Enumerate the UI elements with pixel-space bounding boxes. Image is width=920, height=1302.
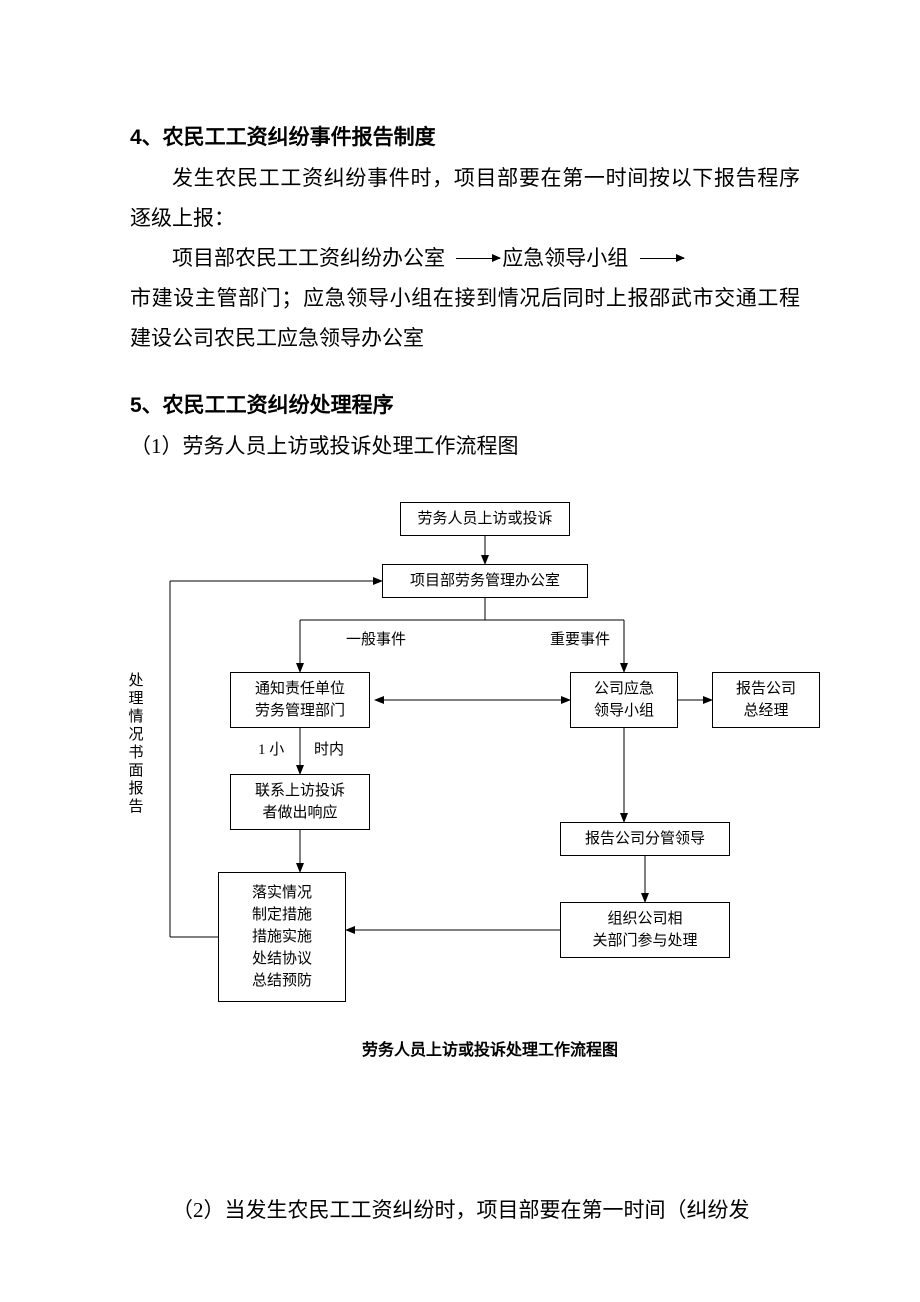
flow-node-notify-dept: 通知责任单位 劳务管理部门 xyxy=(230,672,370,728)
flow-node-organize: 组织公司相 关部门参与处理 xyxy=(560,902,730,958)
flowchart-container: 劳务人员上访或投诉 项目部劳务管理办公室 通知责任单位 劳务管理部门 公司应急 … xyxy=(150,502,830,1062)
flow-node-start: 劳务人员上访或投诉 xyxy=(400,502,570,536)
arrow-right-icon xyxy=(640,258,684,259)
section-4-para-2: 市建设主管部门；应急领导小组在接到情况后同时上报邵武市交通工程建设公司农民工应急… xyxy=(130,278,800,358)
spacer xyxy=(130,358,800,386)
edge-label-important: 重要事件 xyxy=(550,630,610,650)
flow-text-b: 应急领导小组 xyxy=(502,246,628,270)
section-5-heading: 5、农民工工资纠纷处理程序 xyxy=(130,386,800,426)
node-text: 组织公司相 关部门参与处理 xyxy=(592,908,697,952)
node-text: 报告公司分管领导 xyxy=(585,828,705,850)
node-text: 报告公司 总经理 xyxy=(736,678,796,722)
edge-label-general: 一般事件 xyxy=(346,630,406,650)
flow-node-report-gm: 报告公司 总经理 xyxy=(712,672,820,728)
node-text: 劳务人员上访或投诉 xyxy=(417,508,552,530)
flow-node-contact-respond: 联系上访投诉 者做出响应 xyxy=(230,774,370,830)
section-4-heading: 4、农民工工资纠纷事件报告制度 xyxy=(130,118,800,158)
flow-node-office: 项目部劳务管理办公室 xyxy=(382,564,588,598)
edge-label-hour-a: 1 小 xyxy=(258,740,284,760)
section-5-sub-1: （1）劳务人员上访或投诉处理工作流程图 xyxy=(130,426,800,466)
node-text: 项目部劳务管理办公室 xyxy=(410,570,560,592)
section-4-flow-line: 项目部农民工工资纠纷办公室 应急领导小组 xyxy=(130,238,800,278)
arrow-right-icon xyxy=(456,258,500,259)
node-text: 公司应急 领导小组 xyxy=(594,678,654,722)
node-text: 落实情况 制定措施 措施实施 处结协议 总结预防 xyxy=(252,882,312,992)
flow-node-emergency-group: 公司应急 领导小组 xyxy=(570,672,678,728)
node-text: 通知责任单位 劳务管理部门 xyxy=(255,678,345,722)
flow-node-measures: 落实情况 制定措施 措施实施 处结协议 总结预防 xyxy=(218,872,346,1002)
side-vertical-label: 处理情况书面报告 xyxy=(128,672,144,816)
document-page: 4、农民工工资纠纷事件报告制度 发生农民工工资纠纷事件时，项目部要在第一时间按以… xyxy=(0,0,920,1302)
edge-label-hour-b: 时内 xyxy=(314,740,344,760)
flowchart-caption: 劳务人员上访或投诉处理工作流程图 xyxy=(150,1036,830,1060)
section-5-sub-2: （2）当发生农民工工资纠纷时，项目部要在第一时间（纠纷发 xyxy=(130,1190,800,1230)
section-4-para-1: 发生农民工工资纠纷事件时，项目部要在第一时间按以下报告程序逐级上报： xyxy=(130,158,800,238)
flow-text-a: 项目部农民工工资纠纷办公室 xyxy=(172,246,445,270)
flow-node-report-leader: 报告公司分管领导 xyxy=(560,822,730,856)
node-text: 联系上访投诉 者做出响应 xyxy=(255,780,345,824)
